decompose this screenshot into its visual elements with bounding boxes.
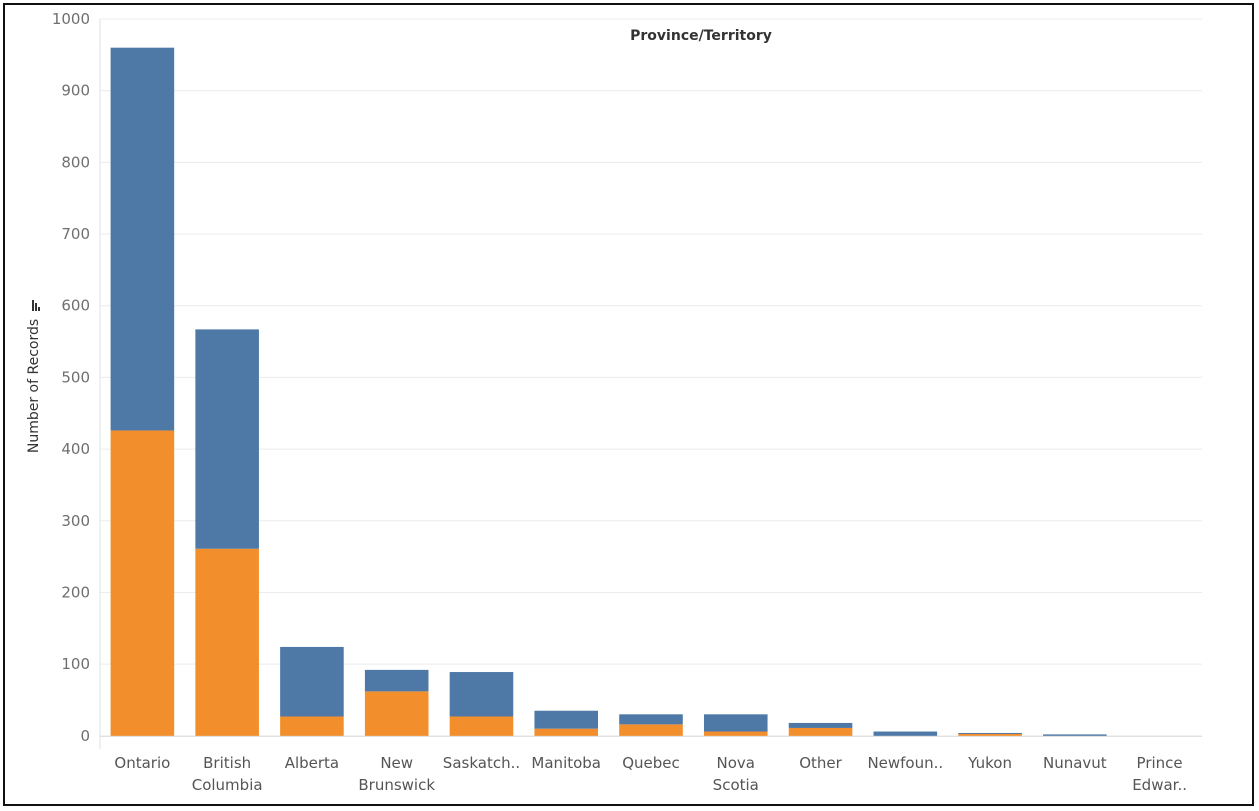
x-category-label: Newfoun.. xyxy=(867,754,943,772)
y-tick-label: 800 xyxy=(61,153,90,171)
bar-segment[interactable] xyxy=(534,710,599,729)
bar-segment[interactable] xyxy=(703,731,768,736)
chart-frame: 0 100 200 300 400 500 600 700 800 900 1000 Ontario… xyxy=(3,3,1254,806)
bar-segment[interactable] xyxy=(449,672,514,717)
x-category-label: Alberta xyxy=(285,754,339,772)
bar-segment[interactable] xyxy=(364,691,429,736)
y-tick-label: 300 xyxy=(61,512,90,530)
y-tick-label: 100 xyxy=(61,655,90,673)
bar-segment[interactable] xyxy=(280,716,344,736)
y-tick-label: 700 xyxy=(61,225,90,243)
y-axis-ticks: 0 100 200 300 400 500 600 700 800 900 1000 xyxy=(52,10,90,745)
y-tick-label: 900 xyxy=(61,82,90,100)
bar-segment[interactable] xyxy=(873,731,938,736)
bar-segment[interactable] xyxy=(280,646,344,717)
bar-segment[interactable] xyxy=(364,669,429,692)
bar-segment[interactable] xyxy=(195,548,259,736)
bar-segment[interactable] xyxy=(788,727,853,736)
bar-segment[interactable] xyxy=(110,47,175,431)
x-category-label: Yukon xyxy=(967,754,1012,772)
x-category-label: New xyxy=(380,754,413,772)
sort-icon-bar xyxy=(35,303,37,311)
y-tick-label: 600 xyxy=(61,297,90,315)
x-category-label: Quebec xyxy=(622,754,680,772)
gridlines xyxy=(100,18,1202,737)
chart-title: Province/Territory xyxy=(630,28,772,44)
bar-segment[interactable] xyxy=(110,430,175,736)
bar-segment[interactable] xyxy=(703,714,768,732)
x-category-label: Ontario xyxy=(114,754,170,772)
bar-segment[interactable] xyxy=(195,329,259,549)
x-category-label: Nova xyxy=(717,754,755,772)
x-category-label: Columbia xyxy=(192,776,263,794)
y-tick-label: 1000 xyxy=(52,10,90,28)
bar-segment[interactable] xyxy=(1043,734,1107,736)
x-category-label: Prince xyxy=(1137,754,1183,772)
bars xyxy=(110,47,1107,736)
bar-segment[interactable] xyxy=(534,728,599,736)
y-tick-label: 0 xyxy=(80,727,90,745)
bar-segment[interactable] xyxy=(619,724,683,736)
x-category-label: Edwar.. xyxy=(1132,776,1187,794)
bar-segment[interactable] xyxy=(958,733,1022,736)
sort-icon-bar xyxy=(38,307,40,311)
x-category-label: Manitoba xyxy=(531,754,601,772)
x-category-label: British xyxy=(203,754,251,772)
x-category-label: Saskatch.. xyxy=(443,754,520,772)
bar-segment[interactable] xyxy=(449,716,514,736)
y-tick-label: 200 xyxy=(61,583,90,601)
bar-segment[interactable] xyxy=(619,714,683,725)
sort-icon-bar xyxy=(32,300,34,311)
x-category-label: Other xyxy=(799,754,842,772)
y-tick-label: 500 xyxy=(61,368,90,386)
bar-segment[interactable] xyxy=(788,722,853,728)
sort-icon[interactable] xyxy=(32,300,40,311)
x-axis-categories: Ontario British Columbia Alberta New Brunswic… xyxy=(114,754,1187,794)
y-axis-label: Number of Records xyxy=(26,319,42,453)
x-category-label: Brunswick xyxy=(358,776,435,794)
bar-segment[interactable] xyxy=(958,732,1022,734)
x-category-label: Scotia xyxy=(713,776,759,794)
y-tick-label: 400 xyxy=(61,440,90,458)
x-category-label: Nunavut xyxy=(1043,754,1107,772)
stacked-bar-chart: 0 100 200 300 400 500 600 700 800 900 1000 Ontario… xyxy=(26,10,1202,794)
